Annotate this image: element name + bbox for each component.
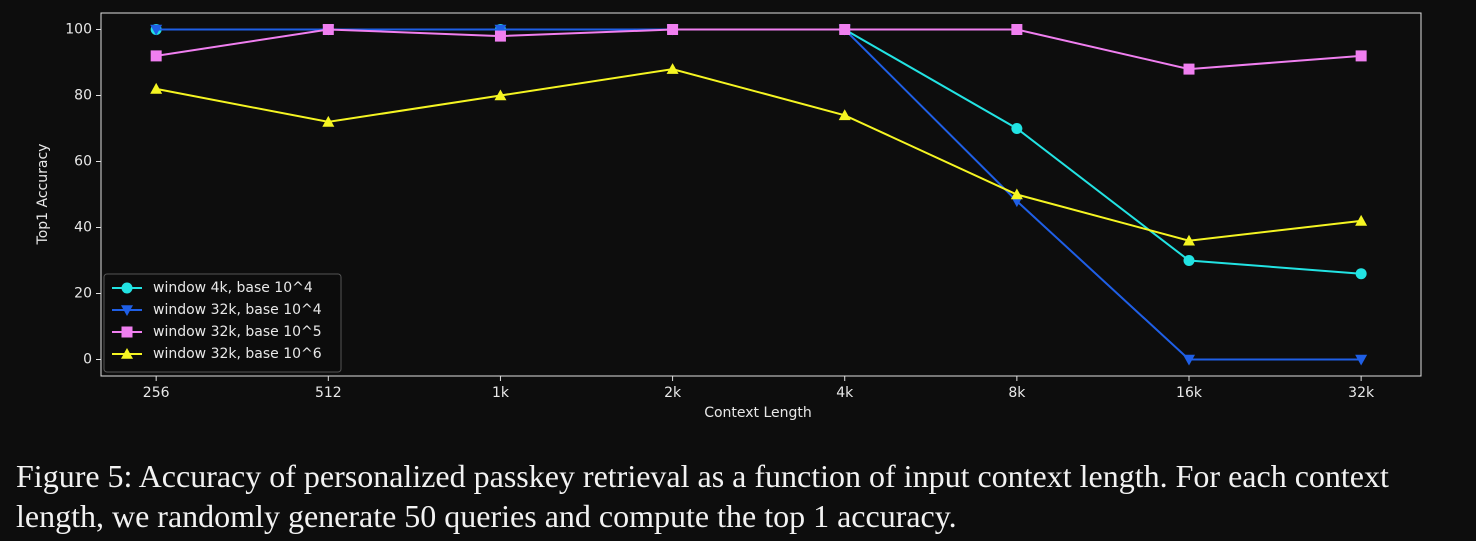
- y-tick-label: 60: [74, 154, 92, 170]
- legend-label: window 32k, base 10^5: [153, 324, 322, 340]
- marker: [494, 30, 506, 42]
- legend-label: window 32k, base 10^4: [153, 302, 322, 318]
- y-tick-label: 40: [74, 220, 92, 236]
- x-tick-label: 16k: [1176, 385, 1203, 401]
- x-tick-label: 256: [143, 385, 170, 401]
- marker: [494, 24, 507, 36]
- marker: [150, 24, 163, 36]
- marker: [1355, 354, 1368, 366]
- marker: [1182, 234, 1195, 246]
- marker: [322, 24, 334, 35]
- marker: [150, 82, 163, 94]
- x-tick-label: 4k: [836, 385, 854, 401]
- y-tick-label: 100: [65, 22, 92, 38]
- marker: [494, 89, 507, 101]
- caption: Figure 5: Accuracy of personalized passk…: [16, 458, 1389, 534]
- marker: [666, 63, 679, 74]
- x-tick-label: 2k: [664, 385, 682, 401]
- legend-label: window 32k, base 10^6: [153, 346, 322, 362]
- legend-marker: [121, 305, 133, 316]
- marker: [1183, 63, 1195, 75]
- legend-label: window 4k, base 10^4: [153, 280, 313, 296]
- marker: [1183, 255, 1195, 266]
- y-tick-label: 80: [74, 88, 92, 104]
- marker: [1010, 188, 1023, 200]
- series-line: [155, 68, 1362, 242]
- marker: [839, 24, 851, 35]
- x-tick-label: 8k: [1008, 385, 1026, 401]
- x-tick-label: 512: [315, 385, 342, 401]
- plot-frame: [100, 12, 1422, 377]
- chart: Context Length Top1 Accuracy 0 20 40 60 80 10…: [35, 12, 1422, 421]
- marker: [1355, 268, 1367, 280]
- series-line: [156, 28, 1362, 71]
- x-tick-label: 1k: [492, 385, 510, 401]
- marker: [838, 109, 851, 121]
- legend-marker: [121, 282, 133, 294]
- marker: [1182, 354, 1195, 366]
- y-axis-label: Top1 Accuracy: [35, 144, 51, 246]
- x-axis-label: Context Length: [704, 405, 812, 421]
- marker: [1355, 50, 1367, 62]
- legend-marker: [121, 348, 133, 359]
- marker: [1355, 214, 1368, 226]
- y-tick-label: 20: [74, 286, 92, 302]
- legend-marker: [121, 326, 133, 338]
- y-tick-label: 0: [83, 352, 92, 368]
- marker: [322, 115, 335, 127]
- marker: [1011, 24, 1023, 35]
- marker: [1011, 123, 1023, 134]
- marker: [667, 24, 679, 35]
- marker: [150, 50, 162, 62]
- legend-box: [103, 273, 342, 373]
- x-tick-label: 32k: [1348, 385, 1375, 401]
